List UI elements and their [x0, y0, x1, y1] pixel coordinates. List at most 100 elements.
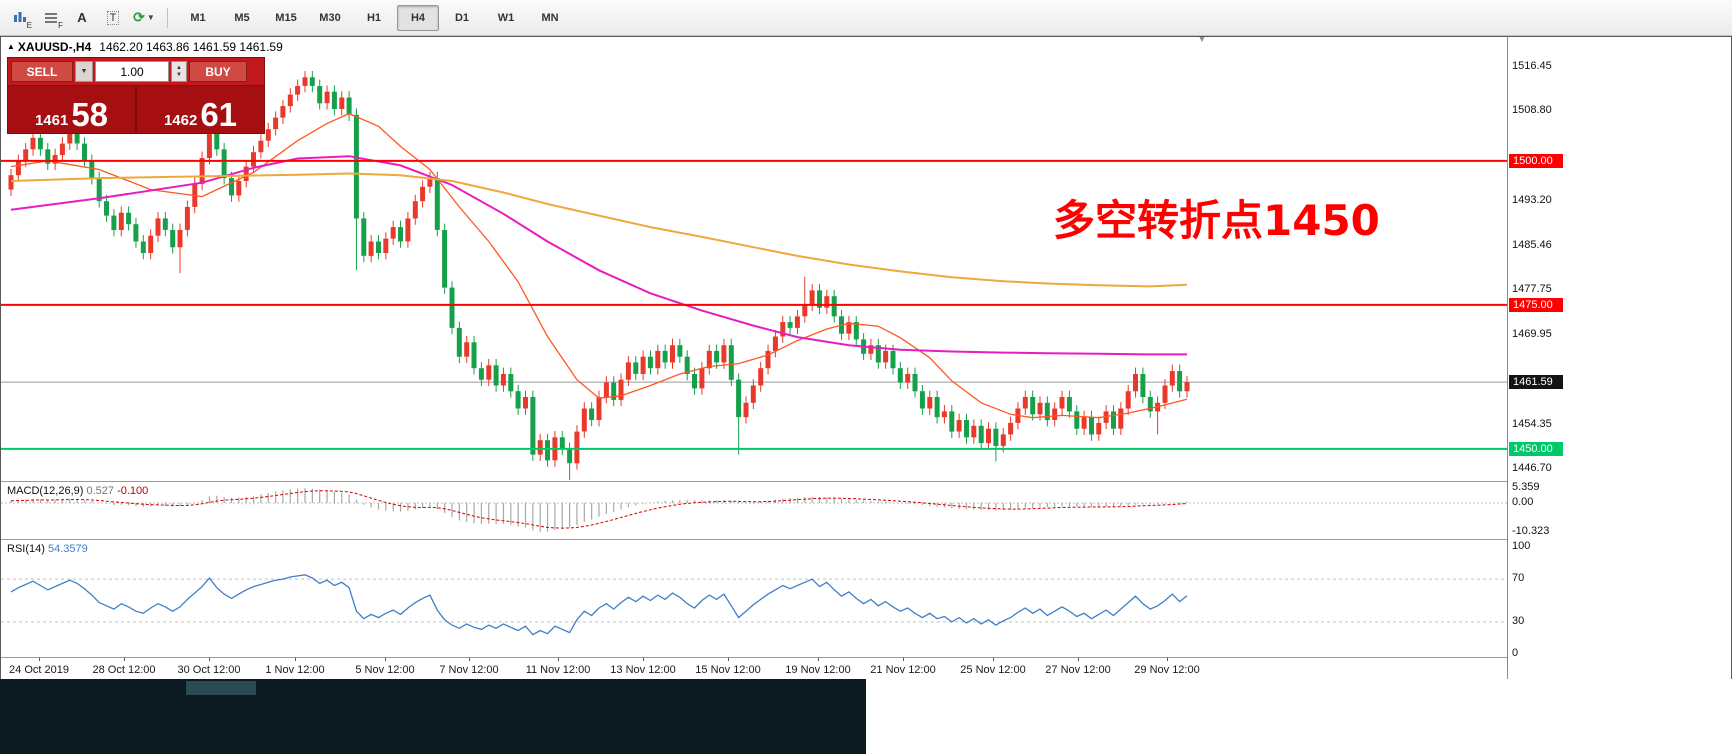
auto-scroll-icon[interactable]: ⟳ ▼ [130, 5, 158, 31]
text-tool-icon[interactable]: T [99, 5, 127, 31]
date-tick [39, 658, 40, 661]
macd-pane[interactable]: MACD(12,26,9) 0.527 -0.100 [1, 481, 1507, 539]
date-tick-label: 27 Nov 12:00 [1045, 664, 1111, 676]
date-tick [295, 658, 296, 661]
candlestick-glyph [14, 11, 26, 22]
scale-tick-label: 1446.70 [1512, 461, 1552, 474]
scale-tick-label: 1454.35 [1512, 417, 1552, 430]
scale-tick-label: 1477.75 [1512, 283, 1552, 295]
chart-shift-marker-icon[interactable]: ▼ [1197, 37, 1207, 45]
sell-button[interactable]: SELL [11, 61, 73, 82]
date-tick [818, 658, 819, 661]
scale-tick-label: 1508.80 [1512, 104, 1552, 117]
scale-tick-label: 0.00 [1512, 496, 1534, 508]
timeframe-d1-button[interactable]: D1 [454, 11, 470, 24]
scale-tick-label: 1469.95 [1512, 327, 1552, 340]
rsi-name: RSI(14) [7, 543, 45, 555]
timeframe-h1-button[interactable]: H1 [366, 11, 382, 24]
rsi-label: RSI(14) 54.3579 [7, 543, 88, 555]
main-chart-pane[interactable]: ▲ XAUUSD-,H4 1462.20 1463.86 1461.59 1461.… [1, 37, 1507, 481]
date-tick [1078, 658, 1079, 661]
list-glyph [45, 12, 57, 23]
bottom-strip [0, 679, 1732, 754]
rsi-pane[interactable]: RSI(14) 54.3579 [1, 539, 1507, 657]
background-window [0, 679, 866, 754]
scale-tick-label: 5.359 [1512, 480, 1540, 493]
volume-dropdown-button[interactable]: ▼ [75, 61, 93, 82]
price-badge: 1450.00 [1509, 441, 1563, 456]
date-tick-label: 5 Nov 12:00 [355, 664, 415, 676]
price-scale[interactable]: 1516.45 1508.80 1493.20 1485.46 1477.75 1469.… [1507, 37, 1731, 680]
date-tick-label: 1 Nov 12:00 [265, 664, 325, 676]
macd-chart[interactable] [1, 482, 1507, 539]
chart-title: ▲ XAUUSD-,H4 1462.20 1463.86 1461.59 1461.… [7, 40, 283, 54]
buy-price-display[interactable]: 1462 61 [137, 86, 264, 133]
date-tick-label: 15 Nov 12:00 [695, 664, 761, 676]
date-tick-label: 11 Nov 12:00 [525, 664, 591, 676]
timeframe-m15-button[interactable]: M15 [275, 11, 297, 24]
price-chart[interactable] [1, 37, 1507, 481]
scale-tick-label: 30 [1512, 614, 1525, 627]
timeframe-group: M1 M5 M15 M30 H1 H4 D1 W1 MN [177, 4, 571, 31]
icon-badge: E [26, 20, 32, 30]
buy-price-pips: 61 [200, 95, 238, 133]
date-tick [385, 658, 386, 661]
date-tick [558, 658, 559, 661]
sell-price-main: 1461 [34, 112, 69, 129]
timeframe-mn-button[interactable]: MN [541, 11, 559, 24]
timeframe-h4-button[interactable]: H4 [397, 4, 439, 31]
scale-tick-label: 0 [1512, 647, 1519, 659]
price-badge: 1500.00 [1509, 153, 1563, 168]
chevron-down-icon: ▼ [80, 68, 88, 75]
date-tick-label: 30 Oct 12:00 [177, 664, 241, 676]
indicator-list-icon[interactable]: F [37, 5, 65, 31]
letter-t-glyph: T [106, 10, 120, 25]
ohlc-values: 1462.20 1463.86 1461.59 1461.59 [99, 40, 283, 54]
scale-tick-label: 1516.45 [1512, 60, 1552, 73]
date-tick [643, 658, 644, 661]
buy-button[interactable]: BUY [189, 61, 247, 82]
date-tick [1167, 658, 1168, 661]
date-tick-label: 21 Nov 12:00 [870, 664, 936, 676]
timeframe-m5-button[interactable]: M5 [234, 11, 250, 24]
cursor-tool-icon[interactable]: A [68, 5, 96, 31]
buy-price-main: 1462 [163, 112, 198, 129]
scale-tick-label: 1493.20 [1512, 194, 1552, 206]
date-tick [993, 658, 994, 661]
date-tick [124, 658, 125, 661]
cycle-glyph: ⟳ [133, 9, 145, 25]
price-badge: 1475.00 [1509, 297, 1563, 312]
trade-panel-divider [135, 86, 137, 133]
letter-a-glyph: A [77, 10, 87, 25]
sell-price-display[interactable]: 1461 58 [8, 86, 135, 133]
one-click-trading-panel: SELL ▼ ▲ ▼ BUY 1461 58 [7, 57, 265, 134]
stepper-up-icon[interactable]: ▲ [176, 64, 182, 71]
macd-value-main: 0.527 [86, 485, 115, 497]
date-axis[interactable]: 24 Oct 2019 28 Oct 12:00 30 Oct 12:00 1 Nov… [1, 657, 1507, 680]
timeframe-m30-button[interactable]: M30 [319, 11, 341, 24]
icon-badge: F [58, 20, 63, 30]
volume-stepper[interactable]: ▲ ▼ [171, 61, 187, 82]
stepper-down-icon[interactable]: ▼ [176, 71, 182, 78]
trade-panel-controls: SELL ▼ ▲ ▼ BUY [8, 58, 264, 85]
date-tick-label: 28 Oct 12:00 [92, 664, 156, 676]
sell-price-pips: 58 [71, 95, 109, 133]
timeframe-w1-button[interactable]: W1 [497, 11, 515, 24]
chevron-down-icon: ▼ [146, 13, 155, 22]
scale-tick-label: -10.323 [1512, 524, 1550, 537]
bar-chart-icon[interactable]: E [6, 5, 34, 31]
rsi-chart[interactable] [1, 540, 1507, 657]
date-tick-label: 29 Nov 12:00 [1134, 664, 1200, 676]
timeframe-m1-button[interactable]: M1 [190, 11, 206, 24]
date-tick-label: 7 Nov 12:00 [439, 664, 499, 676]
symbol-label: XAUUSD-,H4 [17, 40, 92, 54]
volume-input[interactable] [95, 61, 169, 82]
trade-panel-prices: 1461 58 1462 61 [8, 85, 264, 133]
collapse-icon[interactable]: ▲ [7, 42, 15, 51]
date-tick [903, 658, 904, 661]
date-tick-label: 13 Nov 12:00 [610, 664, 676, 676]
date-tick-label: 24 Oct 2019 [9, 664, 69, 676]
date-tick [728, 658, 729, 661]
macd-value-signal: -0.100 [117, 485, 149, 497]
